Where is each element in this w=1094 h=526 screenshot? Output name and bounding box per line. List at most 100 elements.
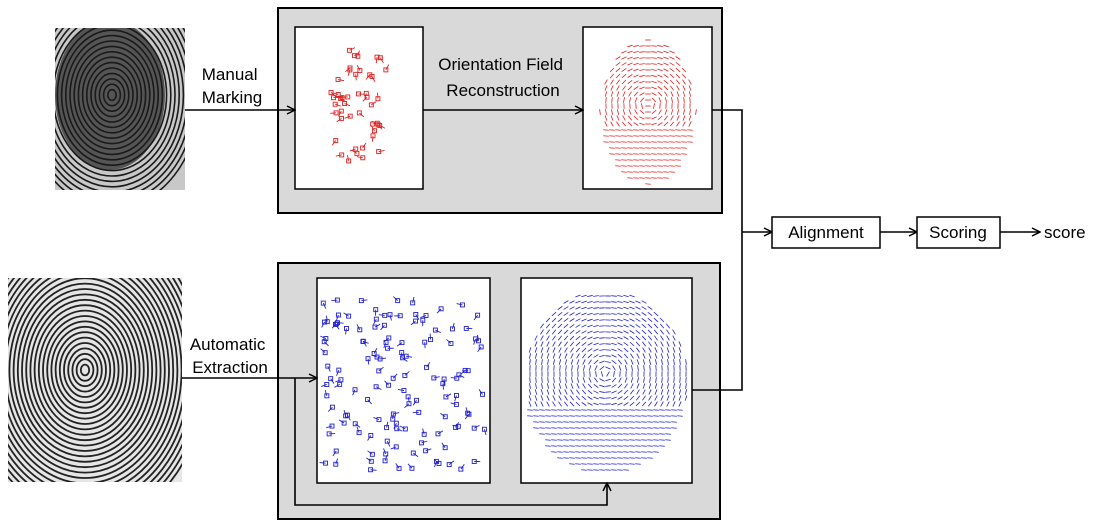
decoration	[659, 416, 665, 417]
decoration	[587, 416, 593, 417]
decoration	[611, 470, 617, 471]
decoration	[639, 172, 645, 173]
label-line: Extraction	[192, 358, 268, 377]
decoration	[659, 410, 665, 411]
decoration	[575, 464, 581, 465]
decoration	[581, 464, 587, 465]
decoration	[615, 148, 621, 149]
decoration	[605, 464, 611, 465]
decoration	[641, 440, 647, 441]
decoration	[593, 458, 599, 459]
decoration	[633, 148, 639, 149]
decoration	[657, 166, 663, 167]
decoration	[621, 142, 627, 143]
decoration	[563, 410, 569, 411]
decoration	[599, 422, 605, 423]
decoration	[557, 446, 563, 447]
decoration	[633, 172, 639, 173]
decoration	[651, 46, 657, 47]
decoration	[563, 446, 569, 447]
decoration	[660, 103, 661, 109]
decoration	[623, 416, 629, 417]
decoration	[647, 428, 653, 429]
decoration	[554, 365, 555, 371]
label-line: Automatic	[190, 335, 266, 354]
decoration	[569, 428, 575, 429]
decoration	[575, 422, 581, 423]
decoration	[647, 422, 653, 423]
decoration	[645, 172, 651, 173]
decoration	[647, 416, 653, 417]
decoration	[615, 154, 621, 155]
decoration	[611, 434, 617, 435]
decoration	[623, 452, 629, 453]
decoration	[587, 458, 593, 459]
decoration	[581, 422, 587, 423]
decoration	[669, 142, 675, 143]
decoration	[671, 422, 677, 423]
decoration	[599, 464, 605, 465]
decoration	[611, 446, 617, 447]
decoration	[539, 434, 545, 435]
decoration	[663, 178, 669, 179]
decoration	[686, 377, 687, 383]
decoration	[647, 440, 653, 441]
decoration	[633, 130, 639, 131]
decoration	[599, 434, 605, 435]
decoration	[593, 422, 599, 423]
decoration	[633, 136, 639, 137]
decoration	[569, 446, 575, 447]
decoration	[599, 410, 605, 411]
decoration	[627, 148, 633, 149]
decoration	[603, 136, 609, 137]
decoration	[599, 428, 605, 429]
decoration	[651, 160, 657, 161]
decoration	[615, 136, 621, 137]
decoration	[557, 440, 563, 441]
node-label: Alignment	[788, 223, 864, 242]
decoration	[669, 166, 675, 167]
decoration	[657, 130, 663, 131]
decoration	[617, 464, 623, 465]
decoration	[665, 434, 671, 435]
decoration	[635, 422, 641, 423]
decoration	[639, 166, 645, 167]
decoration	[581, 434, 587, 435]
decoration	[581, 428, 587, 429]
decoration	[605, 422, 611, 423]
decoration	[629, 440, 635, 441]
decoration	[627, 172, 633, 173]
decoration	[629, 452, 635, 453]
decoration	[575, 434, 581, 435]
decoration	[533, 410, 539, 411]
decoration	[657, 136, 663, 137]
decoration	[657, 178, 663, 179]
decoration	[657, 148, 663, 149]
decoration	[621, 166, 627, 167]
decoration	[575, 446, 581, 447]
decoration	[633, 142, 639, 143]
decoration	[645, 130, 651, 131]
decoration	[639, 142, 645, 143]
decoration	[653, 416, 659, 417]
decoration	[557, 434, 563, 435]
decoration	[665, 410, 671, 411]
decoration	[587, 422, 593, 423]
decoration	[539, 416, 545, 417]
decoration	[639, 148, 645, 149]
decoration	[545, 428, 551, 429]
decoration	[609, 130, 615, 131]
decoration	[647, 458, 653, 459]
decoration	[653, 410, 659, 411]
decoration	[615, 160, 621, 161]
decoration	[611, 458, 617, 459]
decoration	[557, 422, 563, 423]
node-label: Scoring	[929, 223, 987, 242]
decoration	[665, 422, 671, 423]
decoration	[569, 410, 575, 411]
decoration	[641, 434, 647, 435]
decoration	[605, 458, 611, 459]
decoration	[617, 452, 623, 453]
decoration	[647, 410, 653, 411]
decoration	[633, 160, 639, 161]
